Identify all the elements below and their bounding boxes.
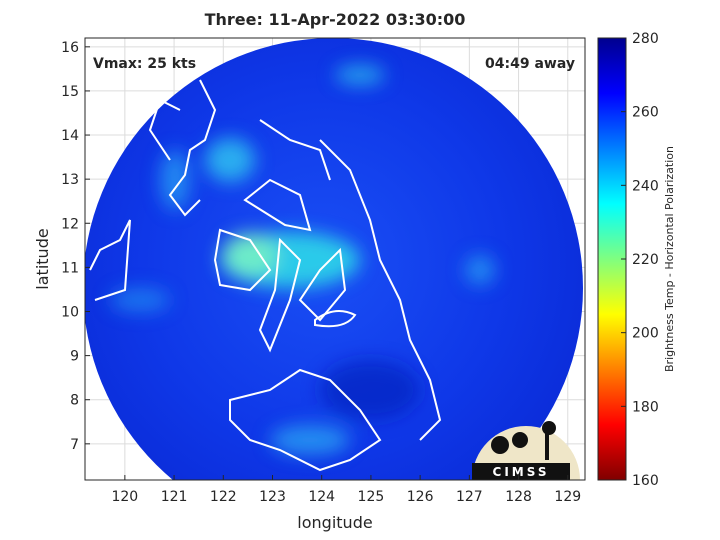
y-tick-label: 12 bbox=[61, 216, 79, 232]
map-border bbox=[84, 37, 586, 481]
logo-text: CIMSS bbox=[493, 465, 550, 479]
y-tick-label: 8 bbox=[70, 393, 79, 409]
y-axis-label: latitude bbox=[33, 228, 52, 289]
swath bbox=[85, 38, 583, 480]
colorbar-tick-label: 180 bbox=[632, 399, 659, 415]
logo-dish bbox=[512, 432, 528, 448]
title: Three: 11-Apr-2022 03:30:00 bbox=[205, 10, 466, 29]
y-tick-label: 7 bbox=[70, 437, 79, 453]
y-tick-label: 11 bbox=[61, 260, 79, 276]
y-tick-label: 14 bbox=[61, 128, 79, 144]
logo-tower bbox=[545, 430, 549, 460]
colorbar-tick-label: 240 bbox=[632, 178, 659, 194]
colorbar-tick-label: 280 bbox=[632, 31, 659, 47]
x-tick-label: 120 bbox=[111, 489, 138, 505]
y-tick-label: 9 bbox=[70, 349, 79, 365]
colorbar-tick-label: 200 bbox=[632, 326, 659, 342]
colorbar-tick-label: 260 bbox=[632, 105, 659, 121]
y-tick-label: 10 bbox=[61, 304, 79, 320]
x-tick-label: 125 bbox=[358, 489, 385, 505]
x-axis-label: longitude bbox=[297, 513, 372, 532]
x-tick-label: 128 bbox=[505, 489, 532, 505]
colorbar-tick-label: 220 bbox=[632, 252, 659, 268]
x-tick-label: 121 bbox=[161, 489, 188, 505]
logo-dish bbox=[491, 436, 509, 454]
y-tick-label: 16 bbox=[61, 40, 79, 56]
logo: CIMSS bbox=[472, 421, 580, 480]
colorbar-tick-label: 160 bbox=[632, 473, 659, 489]
x-tick-label: 127 bbox=[456, 489, 483, 505]
x-tick-label: 129 bbox=[554, 489, 581, 505]
x-tick-label: 122 bbox=[210, 489, 237, 505]
time-away-label: 04:49 away bbox=[485, 56, 575, 72]
logo-tank bbox=[542, 421, 556, 435]
x-tick-label: 124 bbox=[308, 489, 335, 505]
y-tick-label: 13 bbox=[61, 172, 79, 188]
x-tick-label: 123 bbox=[259, 489, 286, 505]
coastlines bbox=[89, 79, 442, 472]
x-tick-label: 126 bbox=[407, 489, 434, 505]
y-tick-label: 15 bbox=[61, 84, 79, 100]
intensity-label: Vmax: 25 kts bbox=[93, 56, 196, 72]
colorbar-label: Brightness Temp - Horizontal Polarizatio… bbox=[663, 146, 676, 372]
logo-band bbox=[472, 463, 570, 480]
